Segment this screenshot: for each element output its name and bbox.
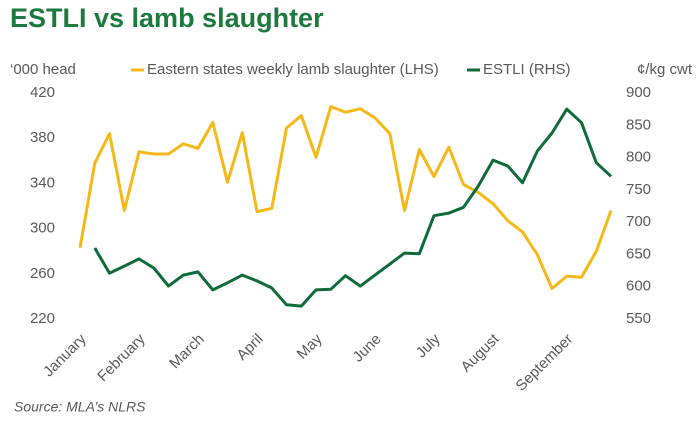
y2-tick-label: 850 bbox=[626, 116, 651, 133]
x-tick-label: June bbox=[350, 331, 385, 366]
x-tick-label: July bbox=[413, 330, 444, 361]
series-line bbox=[78, 105, 613, 290]
x-tick-label: September bbox=[512, 331, 576, 395]
y-tick-label: 220 bbox=[30, 310, 55, 327]
y-tick-label: 380 bbox=[30, 129, 55, 146]
y2-axis-title: ¢/kg cwt bbox=[637, 61, 693, 78]
x-tick-label: February bbox=[94, 330, 149, 385]
legend-label: ESTLI (RHS) bbox=[483, 61, 571, 78]
x-tick-label: May bbox=[294, 330, 326, 362]
y-tick-label: 340 bbox=[30, 174, 55, 191]
source-note: Source: MLA’s NLRS bbox=[14, 399, 146, 415]
y-tick-label: 420 bbox=[30, 84, 55, 101]
y-axis-title: ‘000 head bbox=[10, 61, 76, 78]
y2-tick-label: 550 bbox=[626, 310, 651, 327]
x-tick-label: January bbox=[40, 330, 90, 380]
y-tick-label: 260 bbox=[30, 265, 55, 282]
y2-tick-label: 650 bbox=[626, 245, 651, 262]
x-tick-label: April bbox=[233, 331, 266, 364]
y2-tick-label: 800 bbox=[626, 149, 651, 166]
series-line bbox=[93, 107, 613, 308]
x-tick-label: August bbox=[458, 330, 504, 376]
chart-title: ESTLI vs lamb slaughter bbox=[10, 3, 324, 33]
y2-tick-label: 900 bbox=[626, 84, 651, 101]
x-tick-label: March bbox=[166, 331, 207, 372]
y2-tick-label: 600 bbox=[626, 278, 651, 295]
legend-label: Eastern states weekly lamb slaughter (LH… bbox=[147, 61, 439, 78]
y-tick-label: 300 bbox=[30, 220, 55, 237]
y2-tick-label: 700 bbox=[626, 213, 651, 230]
y2-tick-label: 750 bbox=[626, 181, 651, 198]
